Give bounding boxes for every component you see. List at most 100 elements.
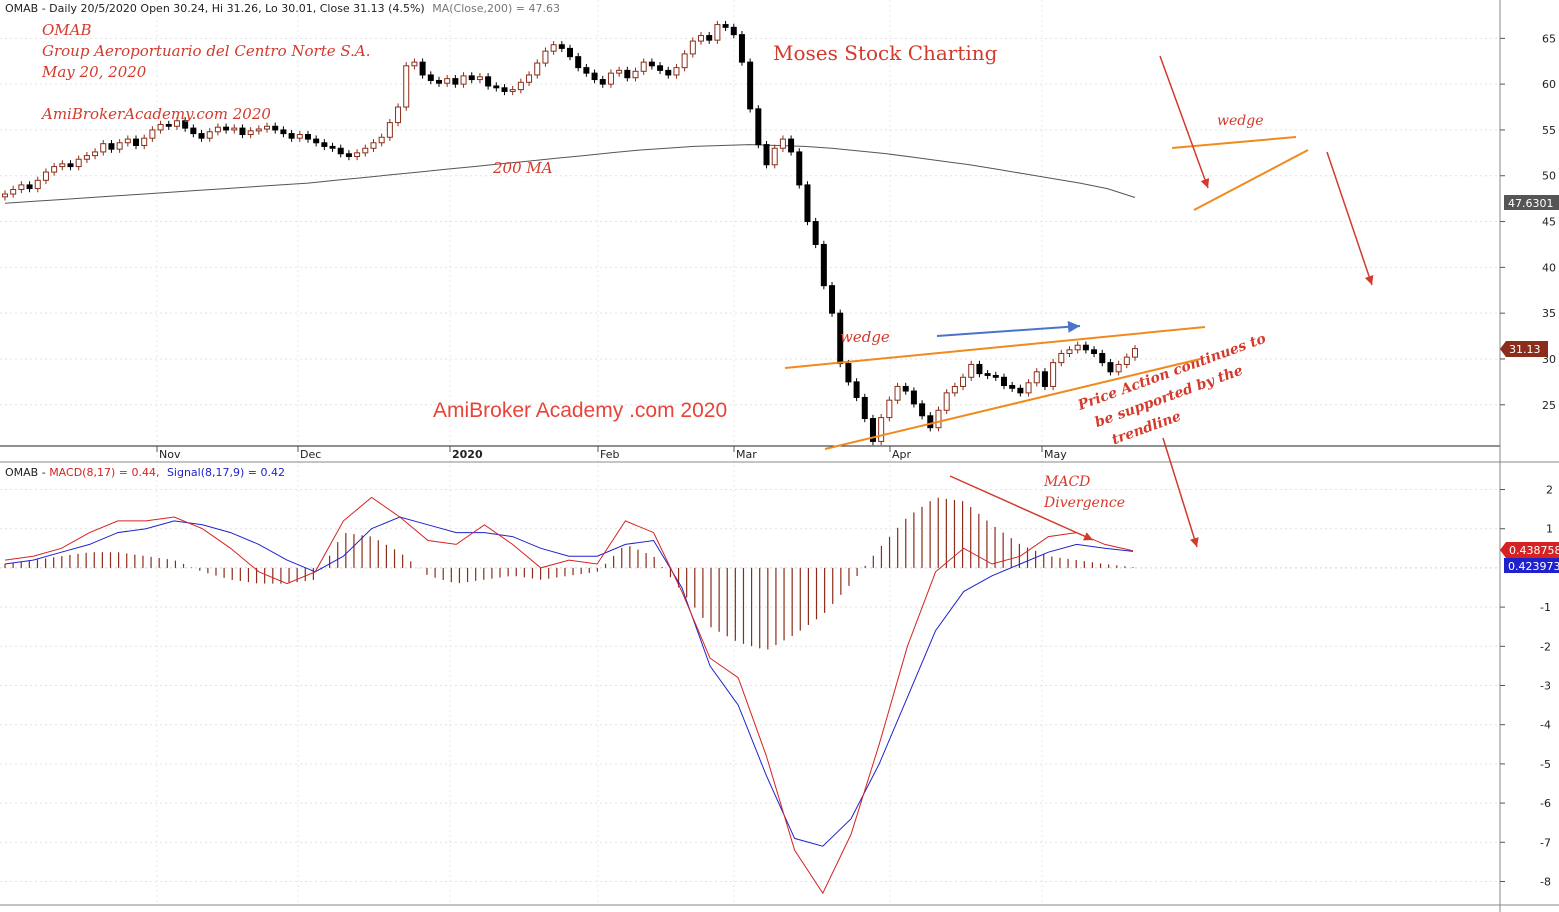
price-tick-label: 65 (1542, 32, 1556, 45)
candle-up (378, 136, 385, 144)
candle-down (648, 61, 655, 67)
price-tick-label: 40 (1542, 261, 1556, 274)
candle-down (190, 127, 197, 135)
macd-tick-label: 2 (1546, 484, 1553, 497)
red-arrow-down-3 (1162, 437, 1199, 548)
candle-up (370, 142, 377, 149)
candle-down (927, 415, 934, 429)
candle-up (960, 376, 967, 387)
macd-tick-label: -1 (1540, 601, 1551, 614)
candle-up (59, 163, 66, 168)
candle-down (910, 390, 917, 405)
candle-up (51, 166, 58, 173)
candle-up (673, 67, 680, 76)
candle-down (108, 143, 115, 150)
candle-down (812, 221, 819, 245)
signal-value: 0.423973 (1508, 560, 1559, 573)
macd-tick-label: -6 (1540, 797, 1551, 810)
candle-up (550, 44, 557, 52)
candle-up (34, 179, 41, 190)
candle-up (141, 137, 148, 147)
candle-down (747, 61, 754, 110)
candle-down (165, 123, 172, 127)
candle-down (861, 396, 868, 420)
candle-down (738, 34, 745, 63)
candle-down (583, 67, 590, 74)
candle-up (640, 61, 647, 72)
candle-down (902, 385, 909, 392)
candle-down (992, 374, 999, 378)
candle-up (386, 122, 393, 138)
ma-label: 200 MA (492, 159, 553, 177)
candle-up (1050, 362, 1057, 387)
candle-down (288, 133, 295, 139)
macd-tick-label: 1 (1546, 523, 1553, 536)
candle-up (149, 129, 156, 139)
candle-down (706, 35, 713, 41)
candle-down (1099, 352, 1106, 364)
red-arrow-divergence (949, 475, 1094, 541)
blue-arrow (936, 320, 1081, 337)
candle-up (255, 128, 262, 132)
price-tick-label: 45 (1542, 216, 1556, 229)
macd-divergence-line-1: MACD (1043, 474, 1090, 490)
candle-down (1107, 362, 1114, 373)
date-tick-label: Feb (600, 448, 619, 461)
candle-up (100, 143, 107, 153)
candle-down (501, 87, 508, 92)
macd-tick-label: -3 (1540, 680, 1551, 693)
candle-up (296, 134, 303, 139)
candle-up (681, 53, 688, 69)
candle-up (935, 409, 942, 429)
candle-down (657, 65, 664, 71)
macd-tick-label: -4 (1540, 719, 1551, 732)
candle-up (886, 399, 893, 419)
price-header-text: OMAB - Daily 20/5/2020 Open 30.24, Hi 31… (5, 2, 425, 15)
candle-up (616, 69, 623, 74)
date-tick-label: 2020 (452, 448, 483, 461)
macd-tick-label: -2 (1540, 640, 1551, 653)
candle-down (272, 125, 279, 131)
price-tick-label: 60 (1542, 78, 1556, 91)
candle-up (18, 184, 25, 190)
candle-up (714, 24, 721, 41)
candle-up (1074, 344, 1081, 351)
candle-down (558, 44, 565, 49)
wedge-upper-line (784, 326, 1206, 369)
candle-down (1017, 387, 1024, 394)
signal-line (4, 516, 1134, 847)
wedge-label: wedge (840, 328, 890, 346)
candle-up (395, 106, 402, 124)
candle-up (2, 193, 8, 198)
candle-up (1025, 382, 1032, 394)
candle-up (779, 138, 786, 149)
macd-value: 0.438758 (1509, 544, 1559, 557)
company-symbol: OMAB (42, 21, 92, 39)
candle-up (1132, 348, 1138, 358)
date-axis: Nov Dec 2020 Feb Mar Apr May (156, 446, 1067, 461)
candle-down (829, 285, 836, 314)
candle-up (1033, 371, 1040, 384)
candle-up (968, 363, 975, 378)
candle-down (182, 120, 189, 129)
candle-up (607, 72, 614, 85)
ma-value: 47.6301 (1508, 197, 1554, 210)
candle-up (698, 35, 705, 42)
candle-down (919, 403, 926, 417)
candle-up (1058, 352, 1065, 364)
grid-lines (0, 0, 1500, 905)
candle-up (362, 147, 369, 154)
candle-up (75, 158, 82, 168)
candle-down (820, 243, 827, 287)
candle-down (304, 134, 311, 140)
candle-down (599, 79, 606, 85)
candle-down (280, 129, 287, 135)
candle-up (354, 152, 361, 158)
candle-down (337, 147, 344, 155)
candle-up (157, 123, 164, 131)
candle-down (493, 85, 500, 89)
candle-down (1009, 385, 1016, 389)
price-tick-label: 25 (1542, 399, 1556, 412)
red-arrow-down-2 (1326, 151, 1374, 286)
candle-down (26, 184, 33, 190)
